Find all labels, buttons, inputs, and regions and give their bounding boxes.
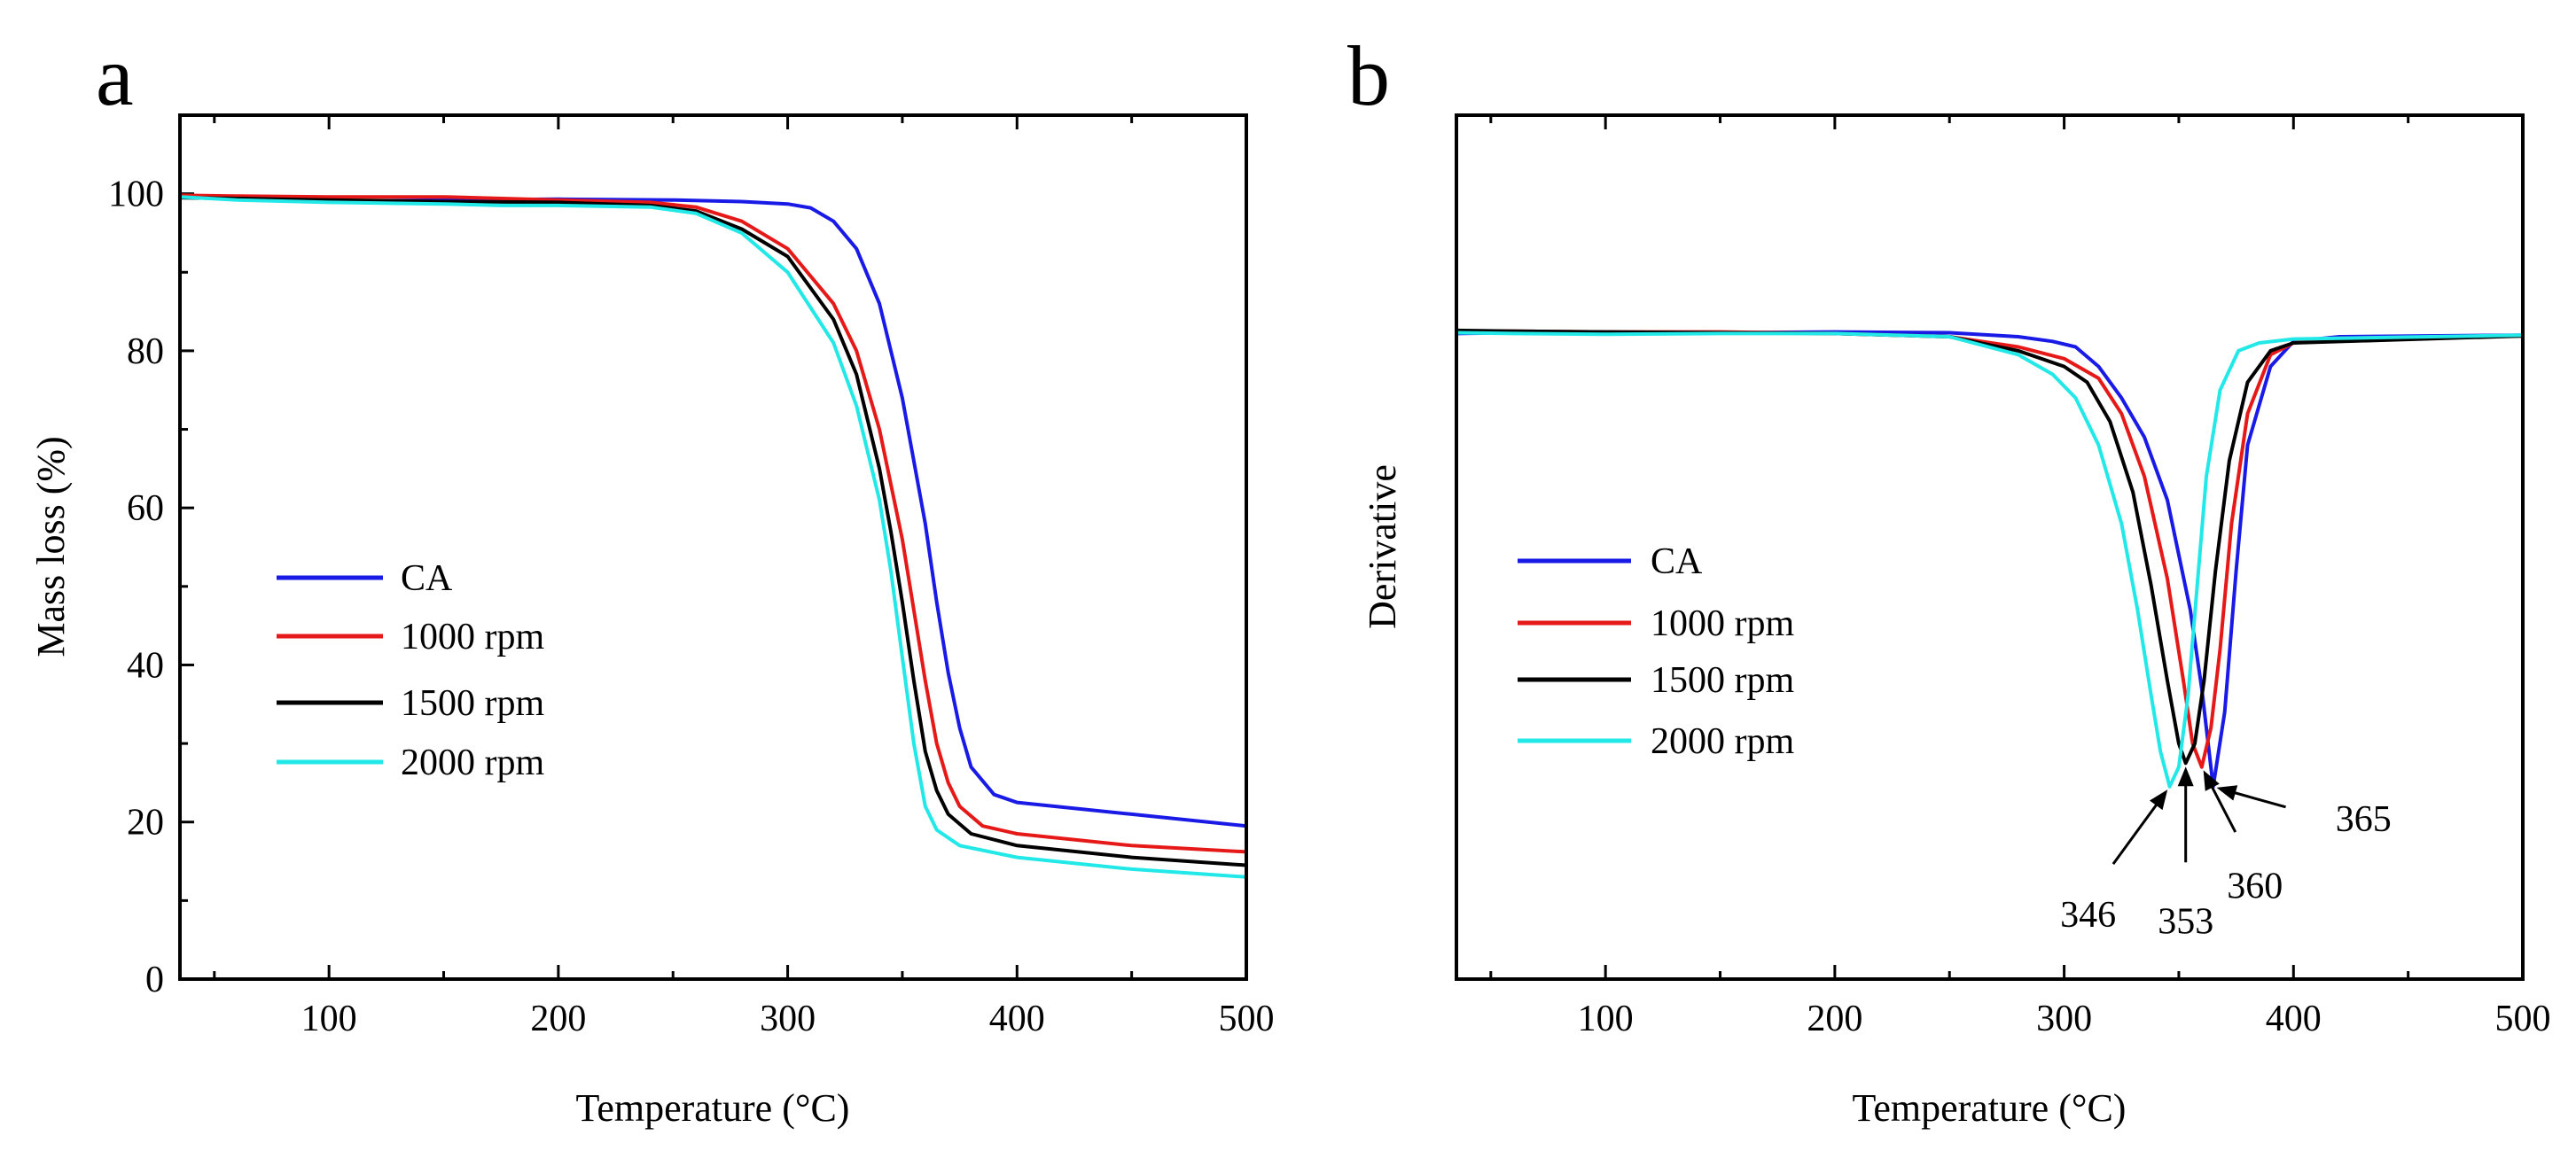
legend-b-label-1000: 1000 rpm	[1651, 603, 1794, 644]
panel-b-x-axis-label: Temperature (°C)	[1853, 1086, 2127, 1130]
peak-annotation-label: 346	[2060, 895, 2116, 936]
legend-a-label-2000: 2000 rpm	[401, 743, 544, 783]
legend-b-label-ca: CA	[1651, 541, 1703, 582]
panel-a-y-tick-label: 0	[145, 960, 164, 1000]
panel-a-y-axis-label: Mass loss (%)	[29, 436, 73, 657]
peak-annotation-arrowhead	[2216, 785, 2238, 801]
panel-b-x-tick-label: 100	[1578, 999, 1634, 1039]
legend-b-label-1500: 1500 rpm	[1651, 660, 1794, 701]
peak-annotation-arrowhead	[2203, 770, 2220, 791]
legend-a-label-1000: 1000 rpm	[401, 617, 544, 657]
panel-a-series-ca	[179, 193, 1247, 828]
legend-b-label-2000: 2000 rpm	[1651, 721, 1794, 762]
panel-a-series-2000-rpm	[179, 195, 1247, 879]
panel-b-chart: b 100 200 300 400 500 Temperature (°C) Deriv…	[1347, 28, 2551, 1130]
panel-b-x-tick-label: 300	[2036, 999, 2092, 1039]
panel-a-x-tick-label: 200	[530, 999, 586, 1039]
legend-a-label-1500: 1500 rpm	[401, 683, 544, 724]
panel-b-series-1000-rpm	[1456, 329, 2524, 769]
panel-a-chart: a 100 200 300 400 500 0 20 40 60 80 100 Temperatur…	[29, 28, 1275, 1130]
legend-a-label-ca: CA	[401, 558, 453, 599]
panel-a-series-1500-rpm	[179, 196, 1247, 867]
panel-a-frame	[178, 113, 1248, 981]
panel-a-x-tick-label: 100	[301, 999, 357, 1039]
panel-a-y-tick-label: 100	[108, 175, 164, 215]
panel-b-series-2000-rpm	[1456, 331, 2524, 789]
panel-a-y-tick-label: 60	[127, 488, 164, 529]
panel-a-label: a	[96, 28, 134, 123]
panel-a-y-tick-label: 40	[127, 645, 164, 686]
panel-a-x-tick-label: 400	[989, 999, 1045, 1039]
panel-a-x-tick-label: 500	[1219, 999, 1275, 1039]
panel-a-x-tick-label: 300	[760, 999, 816, 1039]
panel-b-x-tick-label: 200	[1807, 999, 1862, 1039]
panel-b-x-tick-label: 400	[2266, 999, 2322, 1039]
panel-a-y-tick-label: 80	[127, 331, 164, 372]
panel-b-series-1500-rpm	[1456, 328, 2524, 766]
peak-annotation-arrow	[2229, 789, 2286, 809]
panel-b-x-tick-label: 500	[2495, 999, 2551, 1039]
peak-annotation-label: 360	[2227, 867, 2283, 907]
panel-b-legend: CA 1000 rpm 1500 rpm 2000 rpm	[1518, 541, 1794, 762]
panel-a-x-axis-label: Temperature (°C)	[576, 1086, 850, 1130]
peak-annotation-arrow	[2112, 800, 2161, 865]
peak-annotation-arrowhead	[2177, 766, 2194, 787]
panel-a-legend: CA 1000 rpm 1500 rpm 2000 rpm	[277, 558, 544, 783]
peak-annotation-label: 353	[2158, 901, 2213, 942]
panel-b-frame	[1455, 113, 2525, 981]
panel-b-y-axis-label: Derivative	[1361, 464, 1404, 629]
panel-b-label: b	[1347, 28, 1390, 123]
peak-annotation-arrowhead	[2149, 789, 2168, 811]
panel-a-y-tick-label: 20	[127, 803, 164, 844]
peak-annotation-arrow	[2208, 782, 2237, 833]
peak-annotation-label: 365	[2336, 799, 2392, 840]
panel-a-series-1000-rpm	[179, 193, 1247, 854]
